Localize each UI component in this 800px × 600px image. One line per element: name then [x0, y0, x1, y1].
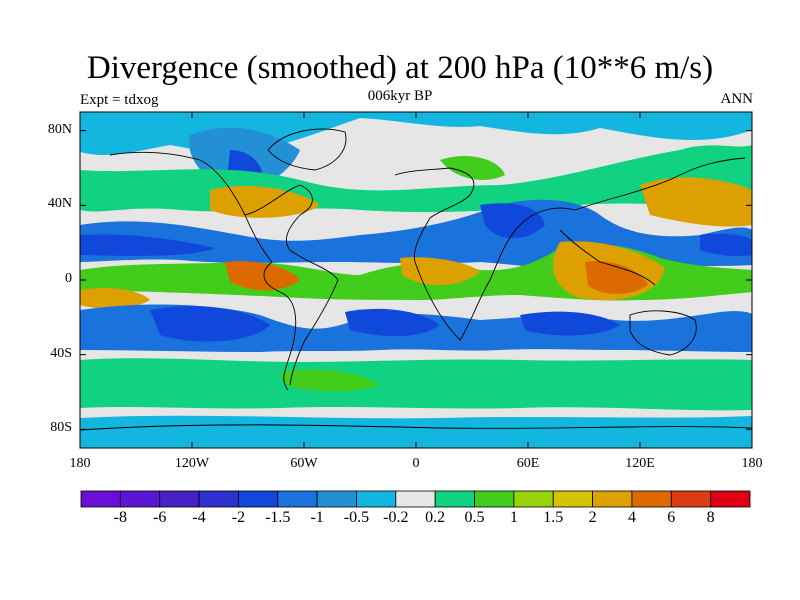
- colorbar-swatch: [434, 490, 475, 508]
- colorbar-swatch: [395, 490, 436, 508]
- colorbar-swatch: [277, 490, 318, 508]
- map-field: [80, 112, 752, 448]
- colorbar-label: -1.5: [265, 509, 291, 526]
- colorbar-swatch: [356, 490, 397, 508]
- colorbar-label: 0.2: [425, 509, 446, 526]
- y-tick-label: 80N: [47, 121, 72, 137]
- x-ticks: [79, 112, 753, 448]
- map-title: Divergence (smoothed) at 200 hPa (10**6 …: [86, 50, 714, 86]
- field-sahara-neg: [480, 203, 545, 239]
- coast-eurasia-africa: [394, 157, 746, 341]
- x-tick-label: 0: [412, 456, 420, 471]
- coastlines: [80, 128, 752, 431]
- field-spcz-pos: [80, 288, 150, 309]
- field-sind-neg: [520, 311, 620, 336]
- colorbar-label: 6: [667, 509, 676, 526]
- map-subtitle: 006kyr BP: [367, 88, 433, 104]
- colorbar-label: -2: [231, 509, 246, 526]
- field-congo-pos: [400, 257, 480, 286]
- field-maritime-core: [585, 261, 648, 295]
- colorbar-label: -0.2: [383, 509, 409, 526]
- colorbar: [80, 490, 751, 508]
- colorbar-swatch: [80, 490, 121, 508]
- coast-americas-east: [244, 184, 339, 386]
- colorbar-swatch: [552, 490, 593, 508]
- field-westpac-pos: [640, 177, 752, 227]
- colorbar-swatch: [198, 490, 239, 508]
- x-tick-label: 60W: [290, 456, 318, 471]
- x-tick-label: 180: [69, 456, 91, 471]
- field-satl-neg: [345, 308, 440, 337]
- field-antarctic: [80, 415, 752, 448]
- season-label: ANN: [720, 91, 754, 107]
- coast-antarctica: [80, 424, 752, 431]
- coast-south-asia: [559, 229, 656, 286]
- colorbar-swatch: [670, 490, 712, 508]
- colorbar-label: 1: [509, 509, 518, 526]
- x-tick-label: 120E: [625, 456, 655, 471]
- colorbar-label: -8: [113, 509, 127, 526]
- field-sh-midlat-pos: [280, 369, 380, 392]
- colorbar-swatch: [710, 490, 751, 508]
- field-nwpac-neg: [700, 233, 752, 257]
- x-tick-label: 60E: [516, 456, 540, 471]
- y-tick-label: 40S: [50, 345, 72, 361]
- colorbar-label: 0.5: [464, 509, 485, 526]
- field-sepac-neg: [150, 305, 270, 342]
- colorbar-label: -4: [192, 509, 206, 526]
- colorbar-label: 4: [627, 509, 636, 526]
- coast-australia: [629, 310, 697, 356]
- colorbar-swatch: [316, 490, 357, 508]
- colorbar-swatch: [474, 490, 515, 508]
- y-tick-label: 0: [65, 271, 72, 286]
- y-tick-label: 80S: [50, 420, 72, 436]
- colorbar-label: -0.5: [343, 509, 370, 526]
- experiment-label: Expt = tdxog: [80, 92, 159, 108]
- x-tick-label: 180: [741, 456, 763, 471]
- field-sh-midlat: [80, 358, 752, 411]
- colorbar-swatch: [592, 490, 633, 508]
- x-tick-label: 120W: [174, 456, 210, 471]
- field-amazon-pos: [225, 261, 300, 291]
- coast-greenland: [267, 128, 347, 171]
- field-europe-pos: [440, 155, 505, 180]
- coast-americas-west: [109, 151, 297, 391]
- colorbar-swatch: [513, 490, 554, 508]
- field-pacific-neg: [80, 234, 215, 256]
- y-ticks: [80, 130, 752, 430]
- colorbar-label: -6: [153, 509, 167, 526]
- colorbar-swatch: [119, 490, 161, 508]
- colorbar-label: -1: [310, 509, 324, 526]
- colorbar-label: 8: [706, 509, 715, 526]
- colorbar-label: 2: [588, 509, 597, 526]
- field-atlantic-pos: [210, 185, 320, 218]
- colorbar-swatch: [159, 490, 200, 508]
- colorbar-swatch: [238, 490, 279, 508]
- colorbar-label: 1.5: [543, 509, 564, 526]
- y-tick-label: 40N: [47, 196, 72, 212]
- colorbar-swatch: [631, 490, 672, 508]
